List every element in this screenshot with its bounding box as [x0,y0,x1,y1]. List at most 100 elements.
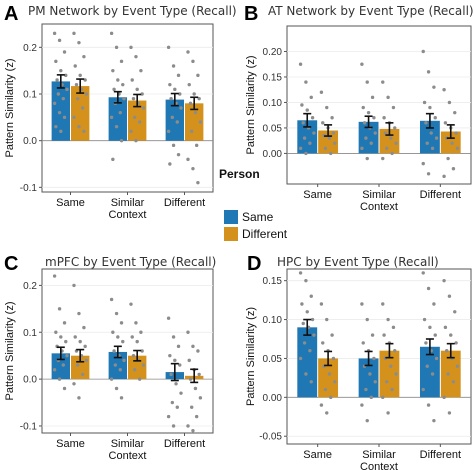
data-point [135,339,139,344]
data-point [122,96,126,101]
data-point [422,100,427,105]
data-point [54,124,58,129]
bar-different-1 [128,100,147,141]
data-point [139,68,143,73]
data-point [381,156,385,161]
data-point [141,363,146,367]
bar-different-0 [71,86,90,141]
data-point [308,141,312,145]
y-axis-label: Pattern Similarity (z) [245,55,257,154]
data-point [111,330,115,334]
data-point [62,321,67,325]
data-point [80,372,85,377]
data-point [442,174,446,179]
data-point [447,411,452,415]
data-point [59,68,63,73]
data-point [393,126,397,130]
data-point [434,136,439,140]
data-point [386,95,390,100]
data-point [425,364,429,368]
data-point [331,131,336,135]
data-point [325,105,329,110]
data-point [333,141,337,145]
data-point [130,78,134,82]
data-point [59,129,63,134]
data-point [330,333,334,337]
data-point [193,110,198,115]
data-point [170,115,175,120]
data-point [114,45,119,50]
data-point [426,70,431,74]
data-point [197,96,201,101]
data-point [171,143,176,148]
data-point [361,105,365,110]
data-point [114,311,119,316]
data-point [134,321,138,325]
data-point [176,152,181,157]
data-point [171,424,176,428]
data-point [65,353,69,358]
data-point [432,418,436,423]
data-point [168,353,172,358]
data-point [77,396,81,400]
data-point [360,146,364,151]
data-point [121,82,125,87]
data-point [442,278,446,283]
data-point [454,341,458,345]
data-point [430,146,435,151]
data-point [178,363,182,367]
y-tick-label: 0.20 [263,47,283,58]
data-point [130,335,134,339]
data-point [170,400,175,405]
data-point [391,325,396,330]
x-tick-label: Same [303,449,332,461]
data-point [305,310,309,314]
data-point [61,96,65,101]
data-point [112,349,116,353]
data-point [82,325,86,330]
data-point [372,116,376,120]
data-point [198,120,203,124]
data-point [196,349,200,353]
data-point [449,333,453,337]
data-point [432,302,436,306]
y-tick-label: 0.15 [263,72,283,83]
data-point [428,325,432,330]
panel-a: A PM Network by Event Type (Recall) -0.1 0.… [4,3,237,221]
data-point [113,363,118,367]
data-point [386,411,390,415]
data-point [360,403,364,407]
data-point [52,274,57,278]
data-point [329,395,333,400]
data-point [383,131,388,135]
y-tick-label: -0.1 [20,421,38,432]
data-point [73,64,77,68]
bar-same-2 [419,346,440,398]
data-point [434,356,439,361]
data-point [188,101,193,106]
data-point [433,116,437,120]
y-tick-label: 0.10 [263,315,283,326]
data-point [116,335,120,339]
data-point [301,321,305,326]
data-point [310,116,315,120]
data-point [57,38,62,43]
plot-area [41,23,214,193]
data-point [370,95,375,100]
legend-swatch-different [224,227,238,241]
data-point [83,344,87,349]
data-point [386,317,390,322]
data-point [366,110,371,115]
data-point [166,129,171,134]
data-point [57,110,62,115]
data-point [321,341,325,345]
bar-different-0 [318,358,339,398]
data-point [169,96,173,101]
data-point [319,302,324,306]
x-tick-label: Similar [111,197,145,209]
data-point [118,368,122,372]
data-point [77,40,81,45]
data-point [198,396,203,400]
data-point [196,180,200,185]
